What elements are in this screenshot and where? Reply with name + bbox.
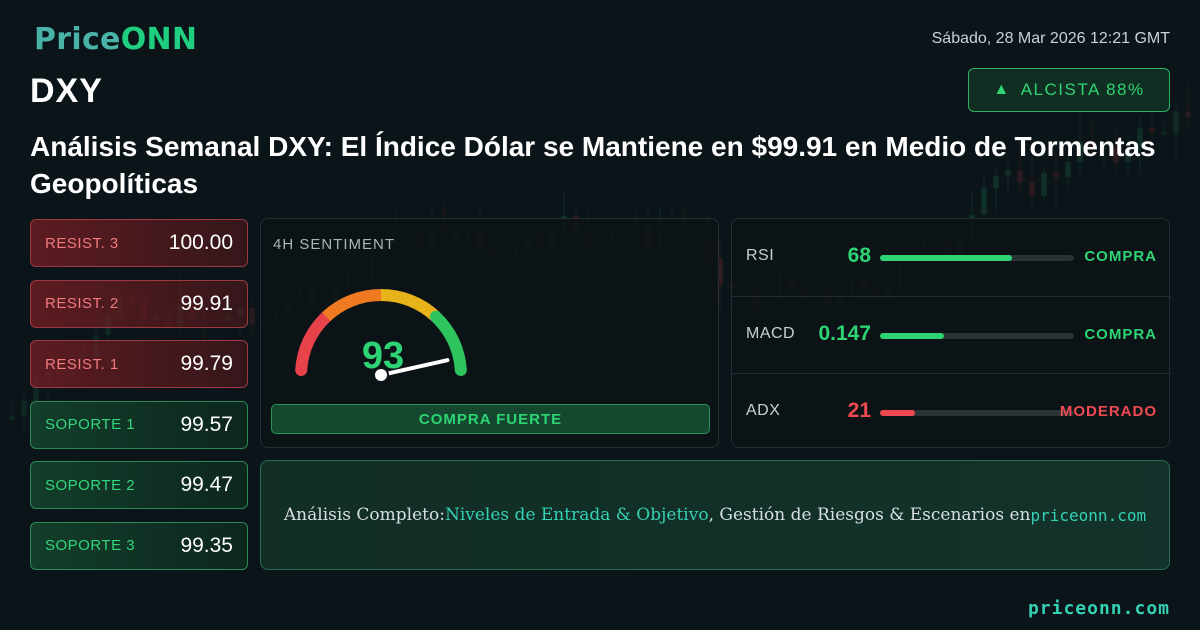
sentiment-score: 93 [361, 335, 405, 377]
resistance-level-3: RESIST. 3 100.00 [30, 219, 248, 267]
gauge-segment-red [295, 310, 333, 376]
indicator-bar-track [880, 333, 1074, 339]
level-value: 99.47 [180, 473, 233, 496]
indicator-value: 0.147 [818, 322, 871, 345]
sentiment-title: 4H SENTIMENT [273, 236, 396, 253]
sentiment-gauge [295, 289, 467, 383]
trend-badge: ▲ ALCISTA 88% [968, 68, 1170, 112]
indicator-bar-fill [880, 255, 1012, 261]
indicator-row-adx: ADX 21 MODERADO [732, 373, 1171, 449]
brand-name-part2: ONN [120, 22, 198, 57]
indicator-name: ADX [746, 402, 781, 419]
cta-middle: , Gestión de Riesgos & Escenarios en [708, 505, 1031, 525]
indicator-bar-fill [880, 333, 945, 339]
datetime: Sábado, 28 Mar 2026 12:21 GMT [931, 30, 1170, 47]
level-value: 99.79 [180, 352, 233, 375]
triangle-up-icon: ▲ [993, 81, 1011, 98]
cta-domain-link[interactable]: priceonn.com [1030, 505, 1147, 525]
indicator-bar-fill [880, 410, 915, 416]
footer-url-link[interactable]: priceonn.com [1027, 598, 1170, 619]
resistance-level-2: RESIST. 2 99.91 [30, 279, 248, 328]
indicator-value: 68 [847, 244, 871, 267]
trend-label: ALCISTA 88% [1020, 80, 1145, 99]
indicator-row-rsi: RSI 68 COMPRA [732, 219, 1171, 295]
support-level-2: SOPORTE 2 99.47 [30, 461, 248, 509]
indicator-value: 21 [847, 399, 871, 422]
gauge-segment-yellow [380, 289, 440, 322]
resistance-level-1: RESIST. 1 99.79 [30, 340, 248, 388]
level-value: 99.57 [180, 412, 233, 436]
level-value: 99.35 [180, 533, 233, 557]
cta-prefix: Análisis Completo: [283, 505, 445, 525]
gauge-needle [379, 358, 450, 377]
level-label: RESIST. 3 [45, 234, 119, 252]
support-level-1: SOPORTE 1 99.57 [30, 400, 248, 449]
gauge-segment-orange [322, 289, 382, 322]
indicators-panel: RSI 68 COMPRA MACD 0.147 COMPRA ADX 21 MODERADO [731, 218, 1171, 449]
indicator-bar-track [880, 255, 1074, 261]
symbol-title: DXY [30, 72, 103, 110]
gauge-pivot [373, 367, 389, 383]
indicator-bar-track [880, 410, 1074, 416]
level-label: SOPORTE 2 [45, 476, 136, 494]
level-label: RESIST. 1 [45, 355, 119, 373]
indicator-row-macd: MACD 0.147 COMPRA [732, 296, 1171, 372]
cta-highlight: Niveles de Entrada & Objetivo [444, 505, 709, 525]
indicator-signal: COMPRA [1084, 248, 1157, 265]
full-analysis-banner[interactable]: Análisis Completo: Niveles de Entrada & … [260, 460, 1170, 570]
brand-name-part1: Price [34, 22, 121, 57]
brand-logo: PriceONN [34, 22, 197, 57]
gauge-segment-green [429, 310, 467, 376]
level-value: 99.91 [180, 291, 233, 315]
indicator-name: MACD [746, 325, 796, 342]
level-value: 100.00 [168, 231, 233, 254]
level-label: RESIST. 2 [45, 295, 119, 312]
level-label: SOPORTE 1 [45, 416, 136, 433]
page-title: Análisis Semanal DXY: El Índice Dólar se… [30, 131, 1156, 199]
support-level-3: SOPORTE 3 99.35 [30, 521, 248, 570]
sentiment-panel: 4H SENTIMENT 93 COMPRA FUERTE [260, 218, 719, 448]
level-label: SOPORTE 3 [45, 537, 136, 554]
indicator-name: RSI [746, 247, 775, 264]
indicator-signal: MODERADO [1059, 403, 1157, 420]
indicator-signal: COMPRA [1084, 326, 1157, 343]
sentiment-verdict-badge: COMPRA FUERTE [271, 404, 710, 434]
